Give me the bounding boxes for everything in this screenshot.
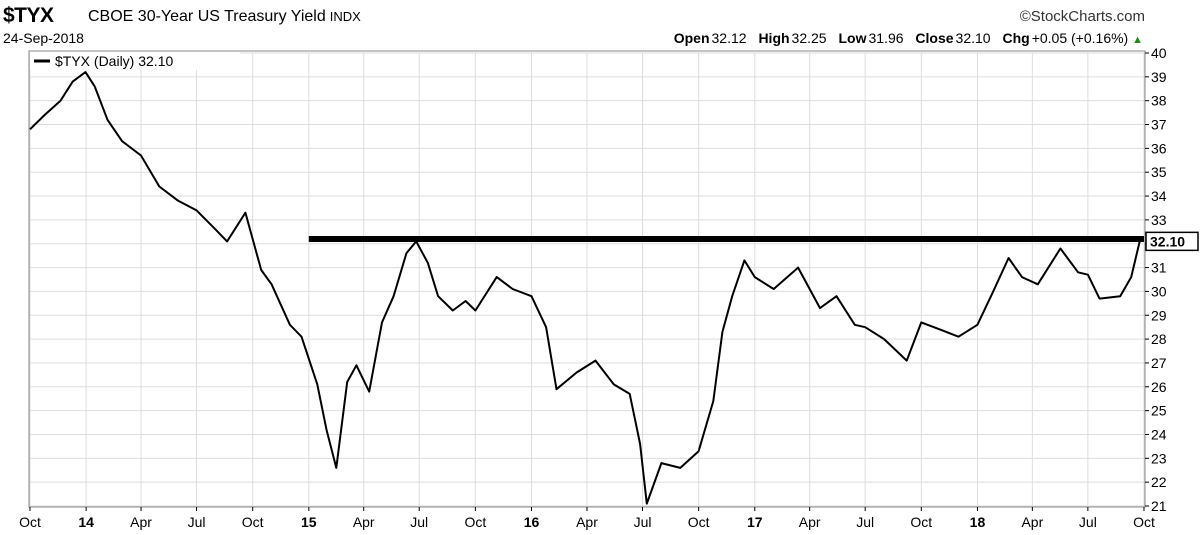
x-tick-label: Oct	[464, 514, 486, 530]
change-value: +0.05 (+0.16%)	[1031, 30, 1129, 46]
x-tick-label: Oct	[910, 514, 932, 530]
x-tick-label: Oct	[242, 514, 264, 530]
y-tick-label: 24	[1151, 426, 1167, 442]
x-tick-label: Apr	[799, 514, 821, 530]
x-tick-label: Jul	[1079, 514, 1097, 530]
brand-watermark[interactable]: ©StockCharts.com	[1019, 8, 1145, 25]
y-tick-label: 28	[1151, 331, 1167, 347]
x-tick-label: 16	[524, 514, 540, 530]
x-tick-label: Apr	[576, 514, 598, 530]
y-tick-label: 40	[1151, 45, 1167, 61]
change-label: Chg	[1002, 30, 1030, 46]
x-tick-label: Oct	[688, 514, 710, 530]
x-tick-label: 14	[78, 514, 94, 530]
x-tick-label: Apr	[1021, 514, 1043, 530]
last-value-box	[1145, 231, 1199, 252]
x-tick-label: Jul	[634, 514, 652, 530]
y-tick-label: 39	[1151, 69, 1167, 85]
y-tick-label: 31	[1151, 260, 1167, 276]
y-tick-label: 36	[1151, 140, 1167, 156]
y-tick-label: 29	[1151, 307, 1167, 323]
legend: $TYX (Daily) 32.10	[30, 52, 240, 70]
up-triangle-icon: ▲	[1132, 34, 1143, 46]
y-tick-label: 35	[1151, 164, 1167, 180]
exchange-label: INDX	[329, 9, 361, 24]
symbol-title: $TYX	[3, 4, 54, 27]
y-tick-label: 37	[1151, 117, 1167, 133]
y-tick-label: 23	[1151, 450, 1167, 466]
x-tick-label: 18	[970, 514, 986, 530]
instrument-name: CBOE 30-Year US Treasury Yield INDX	[88, 8, 361, 26]
last-value-tag: 32.10	[1145, 231, 1199, 252]
x-tick-label: Jul	[856, 514, 874, 530]
x-tick-label: 17	[747, 514, 763, 530]
x-tick-label: Apr	[130, 514, 152, 530]
y-axis: 2122232425262728293031323334353637383940	[1145, 45, 1167, 514]
close-label: Close	[915, 30, 954, 46]
grid-lines	[29, 52, 1145, 507]
high-value: 32.25	[791, 30, 827, 46]
legend-box	[30, 52, 240, 70]
y-tick-label: 38	[1151, 93, 1167, 109]
high-label: High	[758, 30, 790, 46]
y-tick-label: 27	[1151, 355, 1167, 371]
instrument-name-text: CBOE 30-Year US Treasury Yield	[88, 8, 326, 25]
y-tick-label: 30	[1151, 283, 1167, 299]
y-tick-label: 25	[1151, 403, 1167, 419]
last-value-label: 32.10	[1150, 233, 1185, 249]
y-tick-label: 34	[1151, 188, 1167, 204]
x-tick-label: Jul	[188, 514, 206, 530]
x-tick-label: Apr	[353, 514, 375, 530]
y-tick-label: 22	[1151, 474, 1167, 490]
y-tick-label: 26	[1151, 379, 1167, 395]
quote-date: 24-Sep-2018	[3, 30, 84, 46]
x-axis: Oct 14 Apr Jul Oct 15 Apr Jul Oct 16 Apr Jul Oct 17 Ap…	[19, 507, 1155, 530]
y-tick-label: 21	[1151, 498, 1167, 514]
x-tick-label: Oct	[19, 514, 41, 530]
open-label: Open	[673, 30, 710, 46]
legend-label: $TYX (Daily) 32.10	[55, 53, 173, 69]
open-value: 32.12	[711, 30, 747, 46]
low-label: Low	[838, 30, 867, 46]
x-tick-label: Jul	[410, 514, 428, 530]
quote-summary: Open 32.12 High 32.25 Low 31.96 Close 32.10 …	[674, 30, 1143, 46]
x-tick-label: 15	[301, 514, 317, 530]
x-tick-label: Oct	[1133, 514, 1155, 530]
series-line-tyx	[29, 71, 1141, 505]
chart-header: $TYX CBOE 30-Year US Treasury Yield INDX …	[0, 0, 1200, 50]
low-value: 31.96	[868, 30, 904, 46]
close-value: 32.10	[955, 30, 991, 46]
y-tick-label: 33	[1151, 212, 1167, 228]
